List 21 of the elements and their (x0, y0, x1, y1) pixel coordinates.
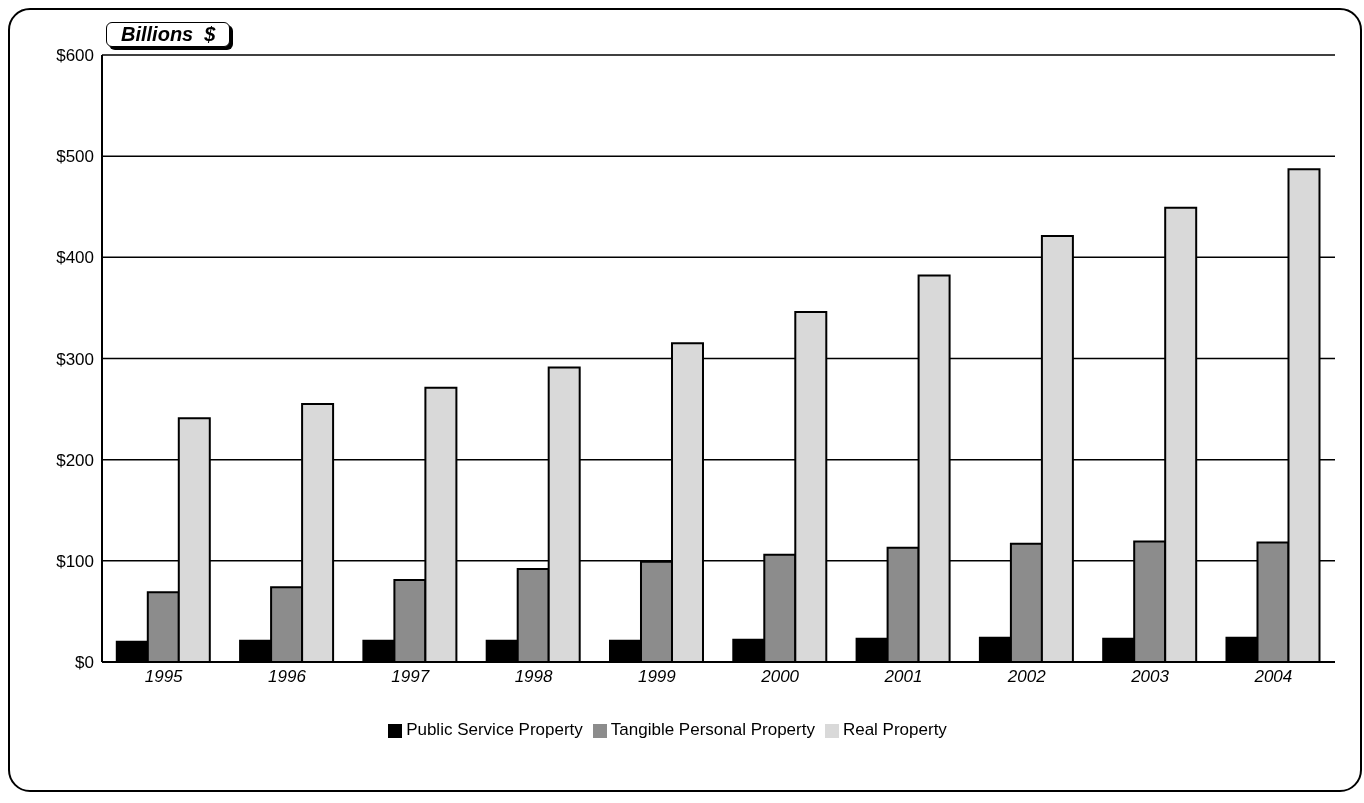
x-tick-label: 1996 (268, 667, 307, 687)
y-tick-label: $100 (56, 551, 94, 571)
x-tick-label: 2002 (1006, 667, 1047, 687)
x-tick-label: 1998 (514, 667, 553, 687)
y-tick-label: $600 (56, 46, 94, 66)
x-tick-label: 2004 (1253, 667, 1293, 687)
x-tick-label: 2001 (883, 667, 923, 687)
y-axis-title: Billions $ (106, 22, 231, 47)
x-tick-label: 1995 (144, 667, 184, 687)
y-tick-label: $400 (56, 248, 94, 268)
x-tick-label: 1997 (391, 667, 430, 687)
legend-label: Public Service Property (406, 720, 583, 739)
y-tick-label: $0 (75, 653, 94, 673)
y-tick-label: $200 (56, 450, 94, 470)
y-tick-label: $500 (56, 147, 94, 167)
x-tick-label: 1999 (637, 667, 677, 687)
legend-label: Tangible Personal Property (610, 720, 815, 739)
y-tick-label: $300 (56, 349, 94, 369)
legend-label: Real Property (842, 720, 947, 739)
x-tick-label: 2000 (760, 667, 800, 687)
x-tick-label: 2003 (1130, 667, 1170, 687)
